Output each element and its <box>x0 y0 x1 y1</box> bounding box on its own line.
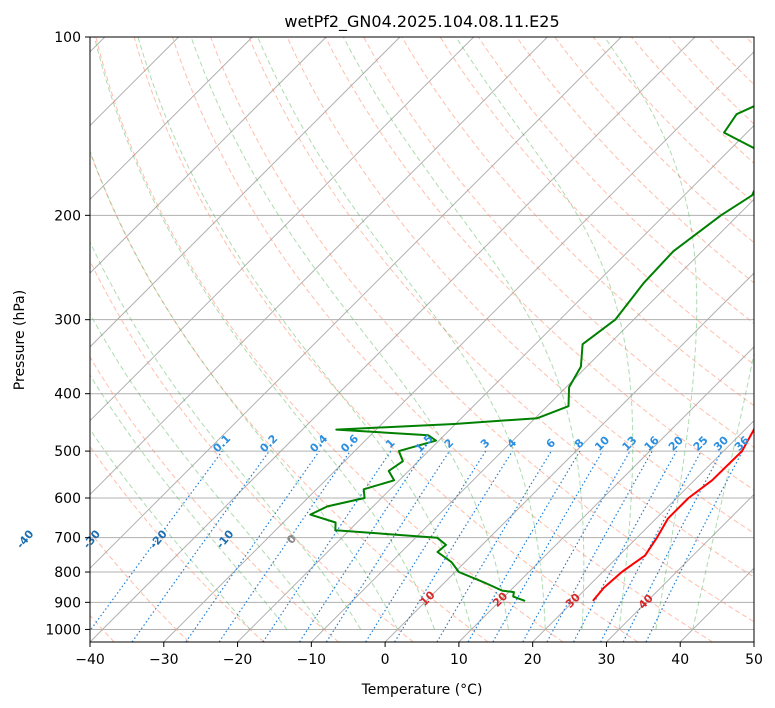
isotherm--100 <box>90 37 253 201</box>
mixing-ratio-line <box>90 450 223 632</box>
moist-adiabat <box>90 240 362 630</box>
moist-adiabat <box>93 37 436 630</box>
mixing-ratio-line <box>218 450 351 642</box>
dry-adiabat-20 <box>95 37 564 642</box>
moist-adiabat <box>90 312 325 630</box>
x-tick-label: 40 <box>671 652 689 668</box>
chart-title: wetPf2_GN04.2025.104.08.11.E25 <box>284 12 559 32</box>
y-tick-label: 800 <box>54 565 81 581</box>
y-tick-label: 200 <box>54 208 81 224</box>
isotherm-30 <box>606 493 754 642</box>
dry-adiabat-40 <box>171 37 713 642</box>
mixing-ratio-line <box>325 450 450 642</box>
y-axis-title: Pressure (hPa) <box>12 290 28 390</box>
y-tick-label: 100 <box>54 30 81 46</box>
isotherm--90 <box>90 37 327 274</box>
mixing-ratio-line <box>131 450 270 642</box>
isotherm--50 <box>90 37 622 569</box>
moist-adiabat <box>455 37 634 630</box>
dry-adiabat-extra <box>477 37 754 325</box>
mixing-ratio-line <box>645 450 744 642</box>
moist-adiabat <box>342 37 585 630</box>
x-tick-label: 30 <box>598 652 616 668</box>
dry-adiabat-extra <box>286 37 754 534</box>
mixing-ratio-line <box>299 450 426 642</box>
dry-adiabat-30 <box>133 37 639 642</box>
mixing-ratio-line <box>394 450 513 642</box>
mixing-ratio-line <box>185 450 320 642</box>
isotherm-10 <box>458 346 754 642</box>
x-tick-label: 0 <box>381 652 390 668</box>
x-tick-label: −40 <box>75 652 105 668</box>
dry-adiabat-extra <box>363 37 754 449</box>
background-reference-lines <box>90 37 754 642</box>
y-tick-label: 400 <box>54 387 81 403</box>
temperature-profile-line <box>592 427 754 602</box>
x-tick-label: −10 <box>297 652 327 668</box>
y-tick-label: 700 <box>54 531 81 547</box>
axes: −40 −30 −20 −10 0 10 20 30 40 50 100 200 300 400 500 60… <box>45 30 763 668</box>
y-tick-label: 900 <box>54 595 81 611</box>
dry-adiabat--20 <box>90 445 265 642</box>
dry-adiabat-extra <box>324 37 754 491</box>
isotherm--40 <box>90 37 696 642</box>
moist-adiabat <box>190 37 509 630</box>
plot-frame <box>89 36 755 643</box>
moist-adiabat <box>137 37 472 630</box>
mixing-ratio-line <box>546 450 653 642</box>
x-tick-label: 20 <box>524 652 542 668</box>
y-tick-label: 600 <box>54 491 81 507</box>
moist-adiabat <box>257 37 546 630</box>
x-tick-label: −20 <box>223 652 253 668</box>
x-tick-label: 10 <box>450 652 468 668</box>
isotherm--20 <box>237 124 754 642</box>
y-tick-label: 500 <box>54 444 81 460</box>
moist-adiabat <box>90 149 399 630</box>
dry-adiabat-extra <box>439 37 754 365</box>
isotherm--30 <box>163 51 754 642</box>
y-tick-label: 300 <box>54 313 81 329</box>
x-tick-label: −30 <box>149 652 179 668</box>
isotherm--70 <box>90 37 475 422</box>
y-tick-label: 1000 <box>45 622 81 638</box>
dry-adiabat--10 <box>90 356 339 642</box>
moist-adiabat <box>604 37 698 630</box>
moist-adiabat <box>692 351 754 630</box>
isotherm-0 <box>384 272 754 642</box>
dry-adiabat-extra <box>210 37 754 623</box>
isotherm-20 <box>532 419 754 642</box>
dry-adiabat-10 <box>90 150 489 642</box>
dry-adiabat--30 <box>90 531 190 642</box>
isotherm--60 <box>90 37 548 496</box>
x-tick-label: 50 <box>745 652 763 668</box>
mixing-ratio-line <box>522 450 631 642</box>
mixing-ratio-line <box>262 450 392 642</box>
dry-adiabat-0 <box>90 259 414 642</box>
mixing-ratio-line <box>572 450 677 642</box>
x-axis-title: Temperature (°C) <box>361 682 483 698</box>
isotherm--10 <box>310 198 754 642</box>
